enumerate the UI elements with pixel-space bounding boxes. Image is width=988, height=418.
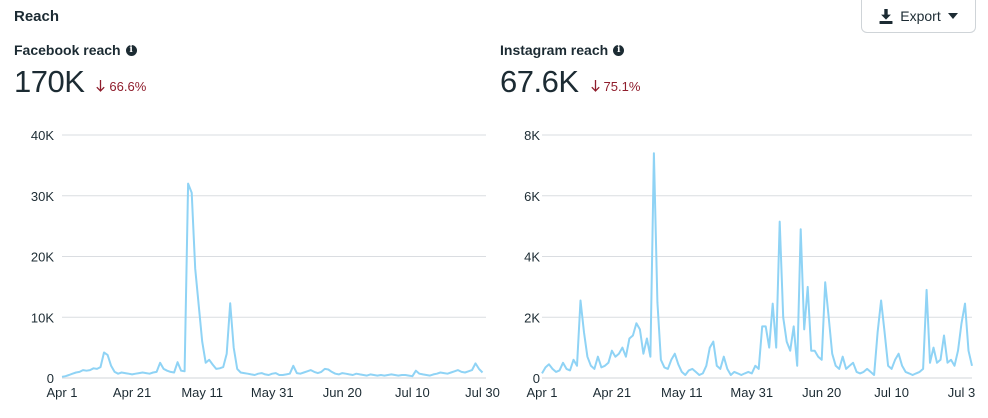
x-tick-label: Jul 3 bbox=[948, 385, 975, 400]
x-tick-label: May 11 bbox=[661, 385, 703, 400]
export-label: Export bbox=[900, 8, 941, 24]
info-icon[interactable]: i bbox=[125, 44, 137, 56]
y-tick-label: 0 bbox=[47, 371, 54, 386]
arrow-down-icon bbox=[590, 80, 600, 92]
y-tick-label: 0 bbox=[533, 371, 540, 386]
x-tick-label: Jul 10 bbox=[874, 385, 909, 400]
x-tick-label: Apr 1 bbox=[526, 385, 557, 400]
x-tick-label: May 11 bbox=[181, 385, 223, 400]
x-tick-label: Jul 30 bbox=[465, 385, 500, 400]
facebook-reach-value: 170K bbox=[14, 64, 85, 99]
download-icon bbox=[879, 8, 893, 24]
facebook-reach-chart: 0 10K 20K 30K 40K Apr 1 Apr 21 May 11 May 31 Jun … bbox=[31, 128, 500, 400]
x-tick-label: May 31 bbox=[730, 385, 773, 400]
x-tick-label: Jul 10 bbox=[395, 385, 430, 400]
instagram-reach-change: 75.1% bbox=[590, 78, 641, 94]
series-line[interactable] bbox=[541, 152, 973, 376]
caret-down-icon bbox=[947, 13, 958, 19]
facebook-reach-change: 66.6% bbox=[96, 79, 146, 94]
export-button[interactable]: Export bbox=[861, 0, 976, 33]
series-line[interactable] bbox=[61, 182, 484, 378]
x-tick-label: Apr 21 bbox=[593, 385, 631, 400]
y-tick-label: 30K bbox=[31, 189, 54, 204]
instagram-reach-title: Instagram reach i bbox=[500, 42, 640, 58]
facebook-reach-metric: 170K 66.6% bbox=[14, 64, 146, 100]
y-tick-label: 2K bbox=[524, 310, 540, 325]
instagram-reach-metric: 67.6K 75.1% bbox=[500, 64, 640, 100]
x-tick-label: May 31 bbox=[251, 385, 294, 400]
y-tick-label: 8K bbox=[524, 128, 540, 143]
y-tick-label: 20K bbox=[31, 250, 54, 265]
facebook-reach-title: Facebook reach i bbox=[14, 42, 146, 58]
section-title: Reach bbox=[14, 8, 60, 25]
y-tick-label: 4K bbox=[524, 250, 540, 265]
instagram-reach-change-value: 75.1% bbox=[603, 78, 641, 94]
instagram-reach-panel: Instagram reach i 67.6K 75.1% bbox=[500, 42, 640, 100]
y-tick-label: 10K bbox=[31, 310, 54, 325]
y-tick-label: 6K bbox=[524, 189, 540, 204]
instagram-reach-chart: 0 2K 4K 6K 8K Apr 1 Apr 21 May 11 May 31 Jun 20 Ju… bbox=[524, 128, 975, 400]
facebook-reach-change-value: 66.6% bbox=[109, 78, 147, 94]
x-tick-label: Apr 21 bbox=[113, 385, 151, 400]
x-tick-label: Apr 1 bbox=[46, 385, 77, 400]
facebook-reach-panel: Facebook reach i 170K 66.6% bbox=[14, 42, 146, 100]
x-tick-label: Jun 20 bbox=[323, 385, 362, 400]
y-tick-label: 40K bbox=[31, 128, 54, 143]
instagram-reach-label: Instagram reach bbox=[500, 42, 609, 58]
facebook-reach-label: Facebook reach bbox=[14, 42, 121, 58]
instagram-reach-value: 67.6K bbox=[500, 64, 579, 99]
info-icon[interactable]: i bbox=[613, 44, 625, 56]
arrow-down-icon bbox=[96, 80, 106, 92]
x-tick-label: Jun 20 bbox=[802, 385, 841, 400]
